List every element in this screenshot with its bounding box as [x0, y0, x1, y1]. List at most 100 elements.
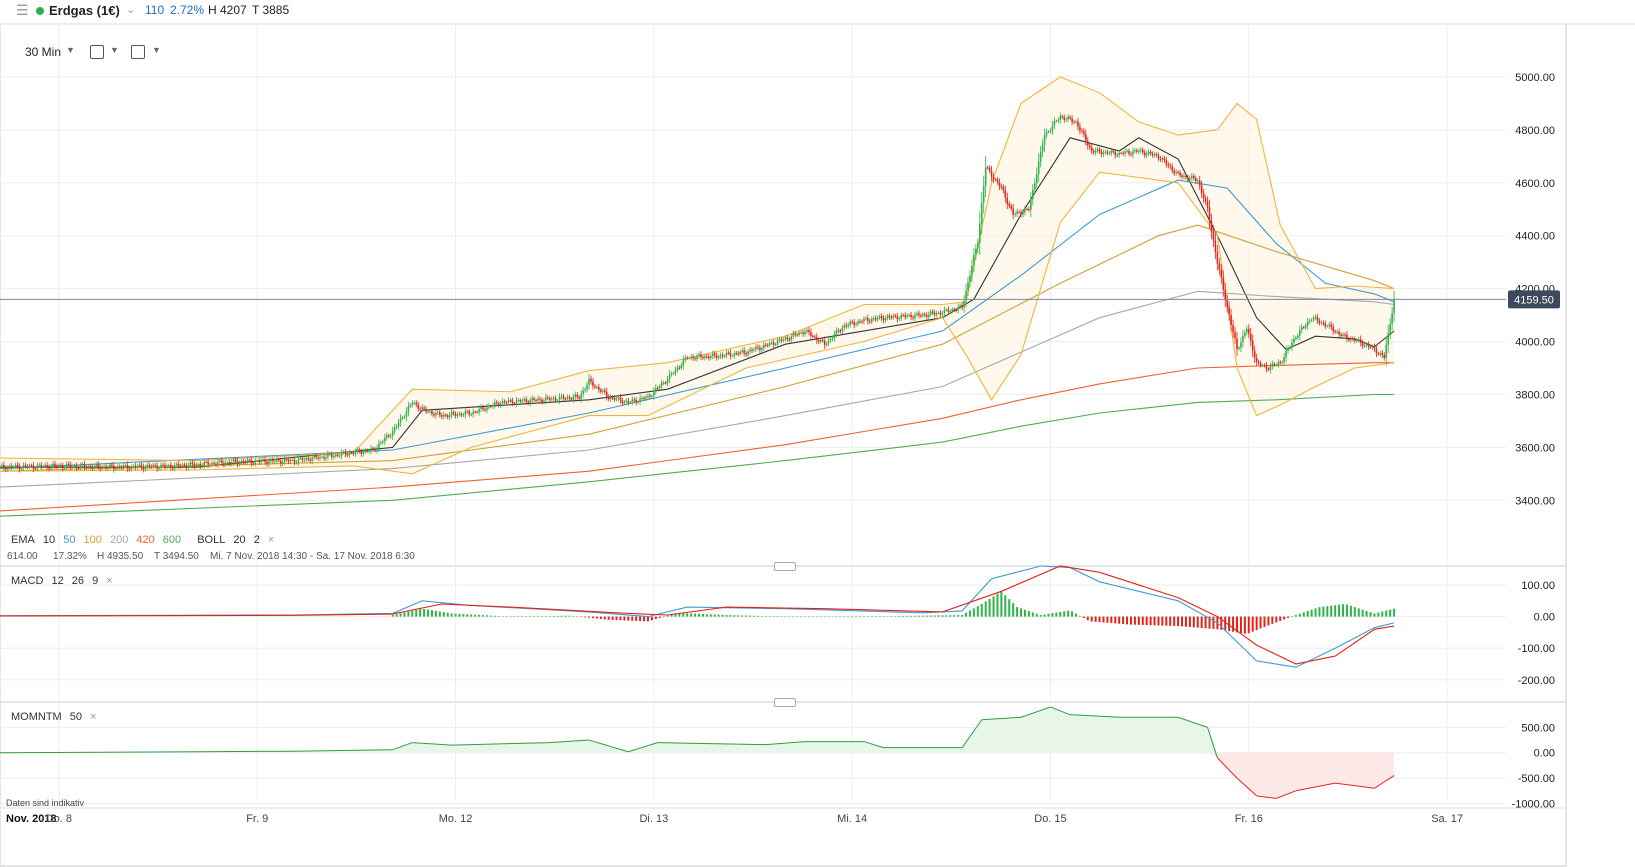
- candle-body: [1031, 189, 1034, 200]
- candle-body: [1085, 134, 1087, 141]
- macd-fast[interactable]: 12: [51, 575, 64, 587]
- y-tick-label: 4600.00: [1515, 178, 1555, 190]
- macd-histogram-bar: [423, 609, 426, 617]
- candle-body: [747, 351, 749, 355]
- macd-histogram-bar: [906, 615, 909, 617]
- candlestick-icon[interactable]: [90, 45, 104, 59]
- boll-stddev[interactable]: 2: [253, 534, 260, 546]
- candle-body: [1198, 180, 1201, 186]
- candle-body: [592, 381, 594, 386]
- candle-body: [20, 467, 23, 470]
- macd-histogram-bar: [776, 616, 779, 617]
- candle-body: [533, 398, 535, 401]
- ema-label: EMA: [11, 534, 35, 546]
- candle-body: [924, 314, 926, 316]
- macd-histogram-bar: [1055, 612, 1058, 617]
- candle-body: [16, 464, 19, 467]
- momentum-line-segment: [981, 716, 1022, 721]
- candle-body: [507, 400, 510, 403]
- y-tick-label: 3600.00: [1515, 442, 1555, 454]
- candle-body: [431, 411, 433, 414]
- boll-period[interactable]: 20: [233, 534, 246, 546]
- interval-chevron-icon[interactable]: ▼: [66, 45, 75, 55]
- candle-body: [244, 462, 247, 464]
- macd-histogram-bar: [572, 616, 575, 617]
- candle-body: [1326, 326, 1329, 328]
- candle-body: [219, 460, 221, 462]
- candle-body: [278, 459, 280, 461]
- pane-resize-handle[interactable]: [774, 698, 796, 707]
- macd-histogram-bar: [933, 615, 936, 617]
- candle-body: [719, 355, 722, 357]
- macd-histogram-bar: [446, 612, 449, 617]
- candle-body: [662, 382, 665, 384]
- candle-body: [254, 460, 257, 464]
- candle-body: [882, 318, 885, 321]
- main-grid: [0, 24, 1506, 800]
- candle-body: [941, 313, 944, 315]
- candle-body: [841, 327, 844, 332]
- candle-body: [1230, 314, 1232, 325]
- chevron-down-icon[interactable]: ⌄: [126, 4, 136, 16]
- candle-body: [786, 337, 789, 340]
- indicator-icon[interactable]: [131, 45, 145, 59]
- macd-histogram-bar: [1385, 610, 1388, 617]
- candle-body: [89, 466, 92, 468]
- candle-body: [221, 460, 223, 464]
- candle-body: [880, 316, 883, 319]
- ema-line-50: [0, 179, 1395, 470]
- candle-body: [376, 447, 378, 451]
- instrument-name[interactable]: Erdgas (1€): [49, 3, 120, 18]
- candle-body: [541, 399, 543, 403]
- macd-histogram-bar: [1000, 591, 1003, 617]
- candle-body: [1338, 331, 1340, 335]
- momentum-period[interactable]: 50: [69, 711, 83, 723]
- hamburger-icon[interactable]: ☰: [16, 2, 29, 18]
- candle-body: [175, 463, 178, 466]
- candle-body: [1173, 170, 1175, 174]
- candle-body: [1302, 327, 1305, 329]
- candle-body: [73, 465, 76, 467]
- ema-period-600[interactable]: 600: [162, 534, 182, 546]
- macd-histogram-bar: [1023, 609, 1026, 617]
- candle-body: [1141, 149, 1144, 153]
- candle-body: [1293, 338, 1295, 343]
- candle-body: [984, 167, 987, 186]
- ema-period-200[interactable]: 200: [109, 534, 129, 546]
- candle-body: [1324, 323, 1327, 327]
- candle-body: [285, 459, 288, 461]
- ema-period-100[interactable]: 100: [83, 534, 102, 546]
- candle-body: [1118, 152, 1120, 156]
- pane-resize-handle[interactable]: [774, 562, 796, 571]
- candle-body: [87, 466, 90, 468]
- ema-period-420[interactable]: 420: [136, 534, 155, 546]
- macd-histogram-bar: [1078, 615, 1081, 617]
- macd-histogram-bar: [529, 616, 532, 617]
- chart-type-chevron-icon[interactable]: ▼: [110, 45, 119, 55]
- candle-body: [548, 398, 551, 400]
- candle-body: [40, 464, 43, 467]
- ema-period-50[interactable]: 50: [63, 534, 76, 546]
- candle-body: [1206, 201, 1209, 208]
- candle-body: [596, 387, 598, 389]
- ema-period-10[interactable]: 10: [42, 534, 56, 546]
- remove-momentum-icon[interactable]: ×: [90, 711, 97, 723]
- macd-histogram-bar: [882, 616, 885, 617]
- candle-body: [384, 437, 386, 442]
- macd-histogram-bar: [788, 616, 791, 618]
- candle-body: [1393, 299, 1395, 314]
- macd-histogram-bar: [643, 616, 646, 622]
- macd-histogram-bar: [1243, 616, 1246, 634]
- macd-slow[interactable]: 26: [71, 575, 85, 587]
- candle-body: [50, 465, 52, 469]
- remove-macd-icon[interactable]: ×: [106, 575, 113, 587]
- candle-body: [986, 167, 989, 169]
- macd-signal[interactable]: 9: [92, 575, 99, 587]
- indicator-chevron-icon[interactable]: ▼: [152, 45, 161, 55]
- candle-body: [994, 179, 997, 181]
- interval-select[interactable]: 30 Min: [25, 45, 62, 59]
- remove-boll-icon[interactable]: ×: [267, 534, 275, 546]
- macd-histogram-bar: [831, 616, 834, 618]
- candle-body: [215, 464, 217, 466]
